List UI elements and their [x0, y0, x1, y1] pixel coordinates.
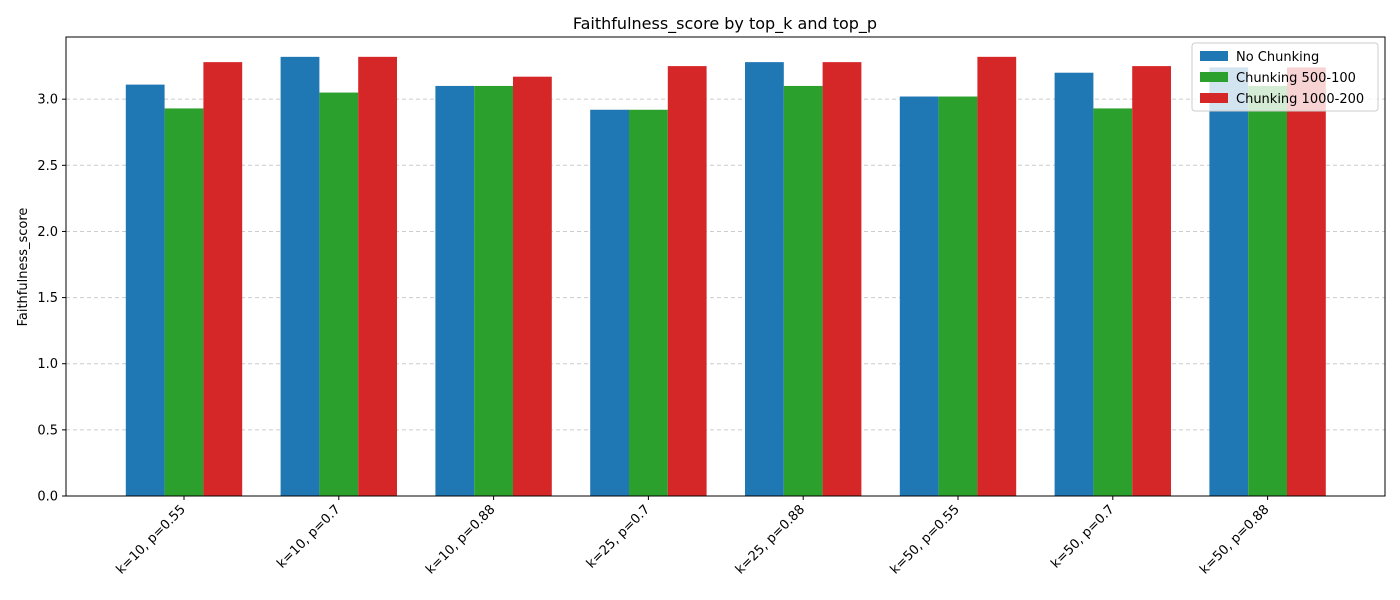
- legend-swatch: [1200, 72, 1228, 82]
- legend-swatch: [1200, 51, 1228, 61]
- y-tick-label: 1.0: [37, 357, 58, 372]
- bar-chunking-500-100-4: [629, 109, 668, 496]
- legend-label: Chunking 1000-200: [1236, 92, 1364, 107]
- x-tick-label: k=10, p=0.55: [114, 502, 189, 577]
- grid-lines: [66, 98, 1385, 431]
- bars: [125, 56, 1326, 497]
- bar-chunking-500-100-2: [319, 92, 359, 496]
- legend-label: Chunking 500-100: [1236, 71, 1356, 86]
- bar-no-chunking-4: [590, 109, 629, 496]
- bar-chunking-500-100-5: [783, 85, 823, 497]
- bar-no-chunking-1: [125, 84, 165, 496]
- bar-no-chunking-5: [745, 62, 784, 496]
- y-tick-label: 1.5: [37, 291, 58, 306]
- bar-chunking-500-100-7: [1093, 108, 1133, 497]
- x-tick-label: k=25, p=0.88: [733, 502, 808, 577]
- y-tick-label: 0.5: [37, 423, 58, 438]
- x-tick-label: k=50, p=0.88: [1197, 502, 1272, 577]
- bar-no-chunking-3: [435, 85, 475, 497]
- plot-frame: [65, 36, 1386, 497]
- x-tick-label: k=10, p=0.7: [274, 502, 343, 571]
- y-tick-label: 3.0: [37, 93, 58, 108]
- y-tick-label: 0.0: [37, 490, 58, 505]
- legend-box: [1191, 42, 1379, 112]
- bar-chunking-500-100-1: [164, 108, 204, 497]
- bar-chunking-500-100-3: [474, 85, 513, 497]
- y-axis-label: Faithfulness_score: [16, 208, 31, 327]
- bar-no-chunking-6: [899, 96, 939, 496]
- bar-chunking-1000-200-6: [977, 56, 1017, 497]
- bar-chunking-1000-200-2: [358, 56, 397, 497]
- chart-title: Faithfulness_score by top_k and top_p: [573, 14, 877, 34]
- bar-chunking-500-100-6: [938, 96, 978, 496]
- bar-no-chunking-2: [280, 56, 320, 497]
- bar-chunking-1000-200-7: [1132, 66, 1171, 497]
- bar-no-chunking-8: [1209, 67, 1249, 496]
- bar-chunking-1000-200-5: [822, 62, 862, 496]
- x-tick-label: k=25, p=0.7: [584, 502, 653, 571]
- x-tick-label: k=50, p=0.55: [888, 502, 963, 577]
- x-tick-label: k=10, p=0.88: [423, 502, 498, 577]
- y-tick-label: 2.0: [37, 225, 58, 240]
- bar-chunking-1000-200-8: [1287, 67, 1326, 496]
- y-axis-ticks: 0.0 0.5 1.0 1.5 2.0 2.5 3.0: [37, 93, 66, 505]
- legend: No Chunking Chunking 500-100 Chunking 1000…: [1191, 42, 1379, 112]
- bar-no-chunking-7: [1054, 72, 1094, 497]
- legend-label: No Chunking: [1236, 50, 1319, 65]
- x-tick-label: k=50, p=0.7: [1048, 502, 1117, 571]
- bar-chunking-500-100-8: [1248, 85, 1287, 497]
- bar-chunking-1000-200-3: [513, 76, 552, 497]
- legend-swatch: [1200, 93, 1228, 103]
- bar-chunking-1000-200-1: [203, 62, 243, 496]
- x-axis-ticks: k=10, p=0.55 k=10, p=0.7 k=10, p=0.88 k=25,…: [114, 496, 1272, 577]
- bar-chunking-1000-200-4: [667, 66, 707, 497]
- y-tick-label: 2.5: [37, 159, 58, 174]
